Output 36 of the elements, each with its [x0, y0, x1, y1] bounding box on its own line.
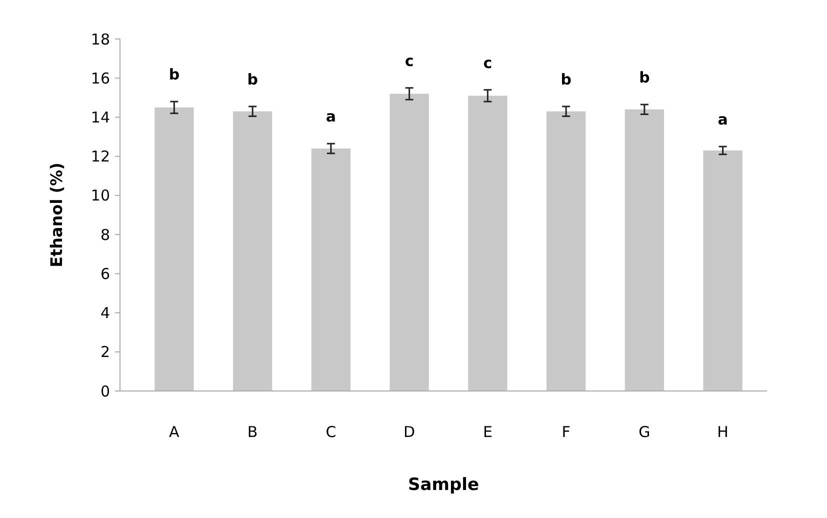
bar [546, 111, 586, 391]
bar [232, 111, 272, 391]
y-tick-label: 14 [90, 108, 110, 126]
x-tick-label: F [562, 423, 570, 441]
x-tick-label: A [169, 423, 180, 441]
x-tick-label: E [482, 423, 492, 441]
annotation: b [639, 68, 650, 87]
y-tick-label: 10 [90, 186, 110, 205]
annotation: b [168, 66, 180, 84]
annotation: a [718, 110, 728, 129]
x-tick-label: G [638, 423, 650, 441]
bar [154, 107, 194, 391]
x-tick-label: B [247, 423, 258, 441]
y-axis-title: Ethanol (%) [47, 162, 66, 268]
y-tick-label: 8 [100, 226, 110, 244]
x-tick-label: C [326, 423, 336, 441]
bar [703, 150, 742, 391]
y-tick-label: 16 [90, 69, 110, 88]
y-tick-label: 4 [100, 304, 110, 322]
bar [390, 94, 429, 391]
annotation: c [483, 54, 492, 72]
annotation: b [560, 70, 572, 88]
annotation: b [247, 70, 258, 88]
x-tick-label: D [404, 423, 416, 441]
annotation: c [404, 52, 414, 70]
bar [624, 109, 664, 391]
y-tick-label: 0 [100, 382, 110, 400]
y-tick-label: 12 [90, 148, 110, 166]
y-tick-label: 6 [100, 264, 110, 283]
bar [468, 96, 508, 391]
x-tick-label: H [717, 423, 728, 441]
x-axis-title: Sample [408, 475, 479, 495]
y-tick-label: 2 [100, 343, 110, 362]
bar [311, 148, 351, 391]
annotation: a [326, 108, 336, 126]
y-tick-label: 18 [90, 30, 110, 48]
